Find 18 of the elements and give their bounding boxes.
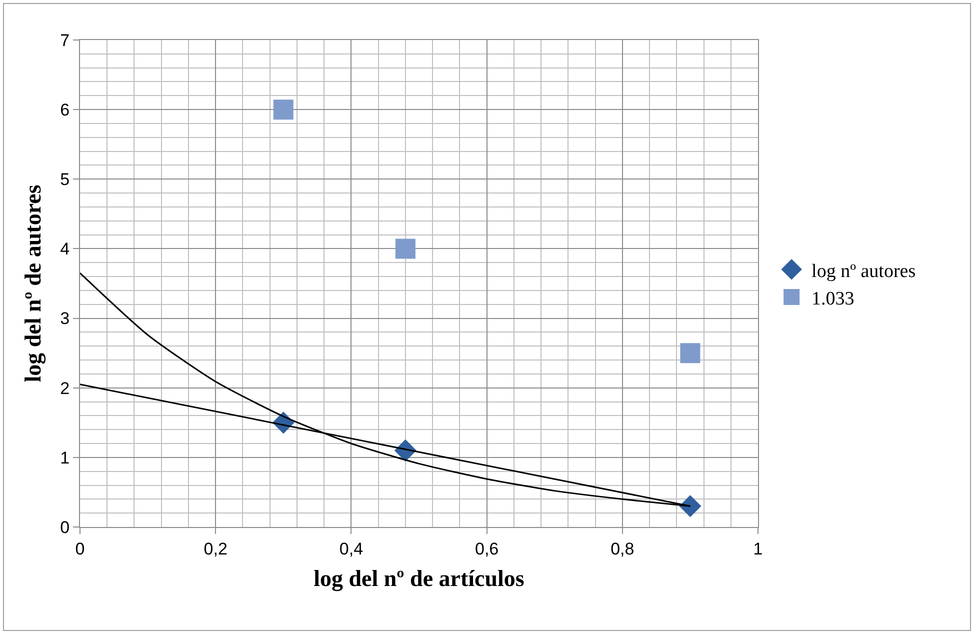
x-tick-label: 0 — [75, 539, 85, 558]
y-tick-label: 1 — [60, 448, 70, 468]
y-tick-label: 7 — [60, 30, 70, 50]
x-axis-title: log del nº de artículos — [314, 566, 524, 592]
x-tick-label: 0,8 — [610, 539, 634, 558]
y-tick-label: 3 — [60, 309, 70, 328]
y-tick-label: 0 — [60, 518, 70, 537]
y-tick-label: 2 — [60, 378, 70, 398]
legend-label: log nº autores — [812, 260, 916, 282]
y-tick-label: 6 — [60, 100, 70, 120]
y-axis-title: log del nº de autores — [20, 184, 47, 382]
x-tick-label: 1 — [753, 539, 763, 558]
x-tick-label: 0,2 — [204, 539, 228, 558]
y-tick-label: 4 — [60, 240, 70, 259]
x-tick-label: 0,4 — [339, 539, 364, 558]
y-tick-label: 5 — [60, 170, 70, 190]
x-tick-label: 0,6 — [474, 539, 499, 558]
legend-label: 1.033 — [812, 288, 854, 310]
